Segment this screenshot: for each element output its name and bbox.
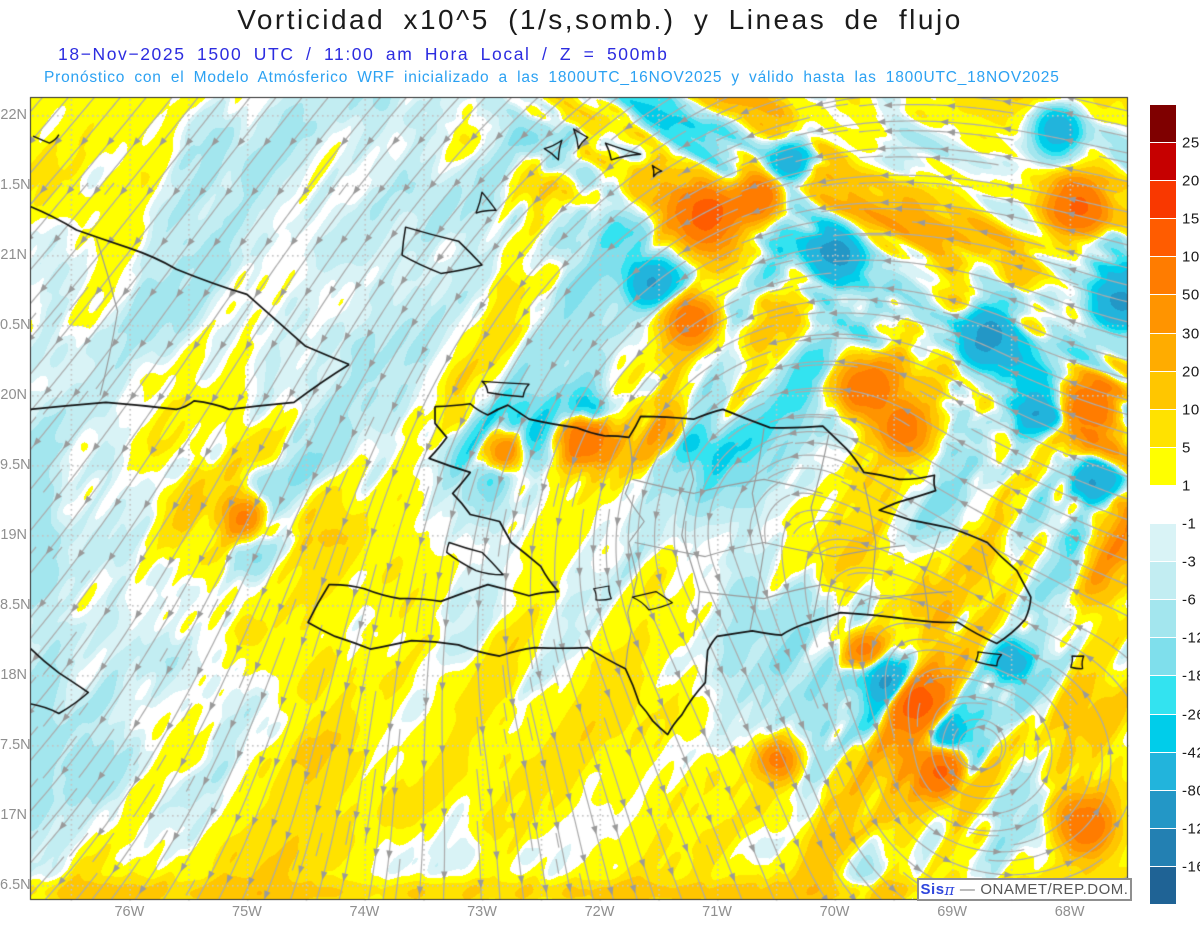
lat-tick-label: 20N	[0, 387, 27, 403]
lon-tick-label: 71W	[702, 904, 732, 920]
colorbar	[1150, 105, 1176, 905]
lat-tick-label: 8.5N	[0, 597, 31, 613]
colorbar-segment	[1150, 714, 1176, 753]
colorbar-tick-label: -3	[1182, 553, 1197, 571]
lat-tick-label: 1.5N	[0, 177, 31, 193]
colorbar-tick-label: 200	[1182, 172, 1200, 190]
colorbar-tick-label: 10	[1182, 401, 1200, 419]
lon-tick-label: 76W	[114, 904, 145, 920]
colorbar-segment	[1150, 866, 1176, 905]
colorbar-tick-label: -160	[1182, 858, 1200, 876]
colorbar-tick-label: 1	[1182, 477, 1191, 495]
colorbar-segment	[1150, 371, 1176, 410]
model-subtitle: Pronóstico con el Modelo Atmósferico WRF…	[44, 69, 1060, 86]
page-title: Vorticidad x10^5 (1/s,somb.) y Lineas de…	[237, 4, 963, 35]
attribution-box: Sis π — ONAMET/REP.DOM.	[917, 878, 1132, 901]
colorbar-tick-label: -1	[1182, 515, 1197, 533]
lon-tick-label: 74W	[349, 904, 380, 920]
colorbar-segment	[1150, 828, 1176, 867]
colorbar-tick-label: 20	[1182, 363, 1200, 381]
colorbar-segment	[1150, 333, 1176, 372]
colorbar-segment	[1150, 105, 1176, 144]
colorbar-tick-label: 5	[1182, 439, 1191, 457]
lat-tick-label: 21N	[0, 247, 27, 263]
lat-tick-label: 9.5N	[0, 457, 31, 473]
attribution-pi-icon: π	[944, 880, 955, 899]
colorbar-segment	[1150, 181, 1176, 220]
lat-tick-label: 18N	[0, 667, 27, 683]
lat-tick-label: 7.5N	[0, 737, 31, 753]
colorbar-tick-label: 250	[1182, 134, 1200, 152]
colorbar-segment	[1150, 752, 1176, 791]
colorbar-tick-label: 100	[1182, 248, 1200, 266]
colorbar-segment	[1150, 295, 1176, 334]
lon-tick-label: 68W	[1054, 904, 1085, 920]
colorbar-segment	[1150, 409, 1176, 448]
lat-tick-label: 19N	[0, 527, 27, 543]
lon-tick-label: 72W	[584, 904, 615, 920]
lon-tick-label: 70W	[819, 904, 850, 920]
colorbar-segment	[1150, 524, 1176, 563]
colorbar-segment	[1150, 219, 1176, 258]
colorbar-segment	[1150, 638, 1176, 677]
colorbar-segment	[1150, 257, 1176, 296]
lat-tick-label: 6.5N	[0, 877, 31, 893]
colorbar-tick-label: -120	[1182, 820, 1200, 838]
colorbar-tick-label: 30	[1182, 325, 1200, 343]
colorbar-segment	[1150, 562, 1176, 601]
colorbar-tick-label: 150	[1182, 210, 1200, 228]
colorbar-segment	[1150, 790, 1176, 829]
attribution-dash: —	[959, 881, 976, 898]
lon-tick-label: 73W	[467, 904, 497, 920]
datetime-subtitle: 18−Nov−2025 1500 UTC / 11:00 am Hora Loc…	[58, 44, 669, 64]
attribution-brand: Sis	[920, 881, 945, 898]
lon-tick-label: 75W	[232, 904, 262, 920]
colorbar-segment	[1150, 143, 1176, 182]
colorbar-tick-label: -12	[1182, 629, 1200, 647]
lat-tick-label: 17N	[0, 807, 27, 823]
attribution-org: ONAMET/REP.DOM.	[980, 881, 1129, 898]
lon-tick-label: 69W	[937, 904, 968, 920]
colorbar-tick-label: -6	[1182, 591, 1197, 609]
lat-tick-label: 22N	[0, 107, 27, 123]
colorbar-segment	[1150, 600, 1176, 639]
colorbar-tick-label: -26	[1182, 706, 1200, 724]
colorbar-segment	[1150, 485, 1176, 525]
colorbar-segment	[1150, 447, 1176, 486]
colorbar-tick-label: -18	[1182, 667, 1200, 685]
colorbar-tick-label: -80	[1182, 782, 1200, 800]
colorbar-tick-label: 50	[1182, 286, 1200, 304]
lat-tick-label: 0.5N	[0, 317, 31, 333]
colorbar-segment	[1150, 676, 1176, 715]
colorbar-tick-label: -42	[1182, 744, 1200, 762]
